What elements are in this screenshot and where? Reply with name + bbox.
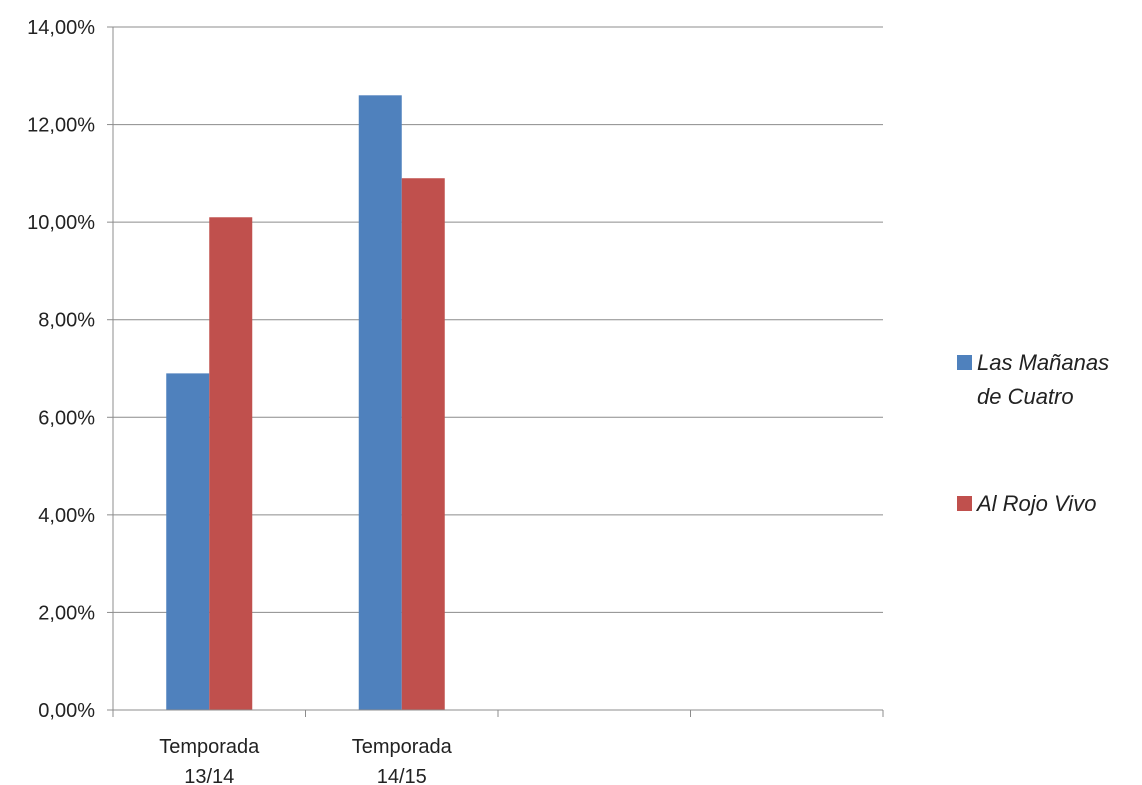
- bars: [166, 95, 445, 711]
- x-tick-label: Temporada: [159, 736, 260, 758]
- legend-label: de Cuatro: [977, 384, 1074, 409]
- y-axis: 0,00% 2,00% 4,00% 6,00% 8,00% 10,00% 12,00% 14,…: [27, 17, 114, 722]
- y-tick-label: 4,00%: [38, 505, 95, 527]
- legend-swatch: [957, 496, 972, 511]
- x-tick-label: 14/15: [377, 766, 427, 785]
- x-tick-label: 13/14: [184, 766, 234, 785]
- x-tick-label: Temporada: [352, 736, 453, 758]
- y-tick-label: 10,00%: [27, 212, 95, 234]
- y-tick-label: 8,00%: [38, 310, 95, 332]
- y-tick-label: 12,00%: [27, 115, 95, 137]
- y-tick-label: 2,00%: [38, 602, 95, 624]
- legend-swatch: [957, 355, 972, 370]
- legend-label: Al Rojo Vivo: [975, 491, 1096, 516]
- y-tick-label: 0,00%: [38, 700, 95, 722]
- x-axis: Temporada 13/14 Temporada 14/15: [112, 709, 884, 785]
- y-tick-label: 6,00%: [38, 407, 95, 429]
- y-tick-label: 14,00%: [27, 17, 95, 39]
- bar: [358, 95, 402, 711]
- bar: [209, 217, 253, 710]
- bar: [401, 178, 445, 710]
- legend: Las Mañanas de Cuatro Al Rojo Vivo: [957, 350, 1109, 516]
- bar: [166, 373, 210, 710]
- legend-label: Las Mañanas: [977, 350, 1109, 375]
